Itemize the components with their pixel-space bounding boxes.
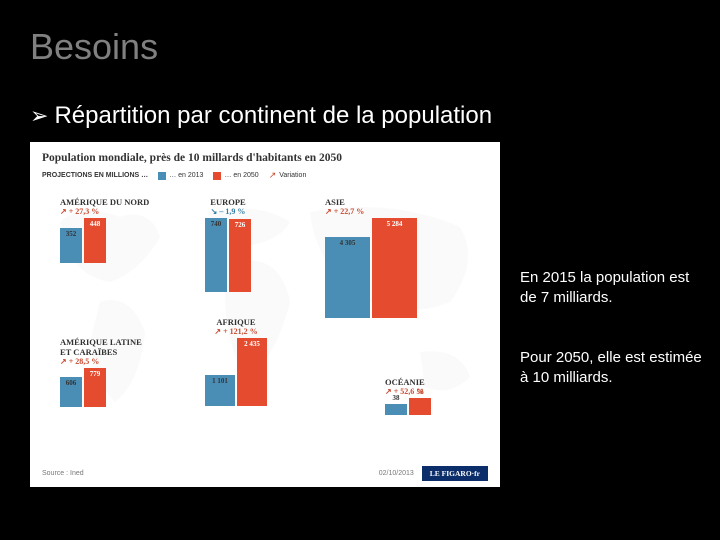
variation-value: + 121,2 % — [223, 327, 258, 336]
bar-2050-value: 5 284 — [387, 220, 403, 228]
arrow-down-icon: ↘ — [211, 207, 218, 216]
continent-africa: AFRIQUE ↗ + 121,2 % 1 101 2 435 — [205, 317, 267, 406]
variation-value: + 28,5 % — [69, 357, 100, 366]
slide-title: Besoins — [30, 26, 158, 68]
arrow-up-icon: ↗ — [214, 327, 221, 336]
bars-africa: 1 101 2 435 — [205, 338, 267, 406]
legend-2013-label: … en 2013 — [169, 172, 203, 179]
bullet-text: Répartition par continent de la populati… — [54, 102, 492, 130]
legend-square-2050 — [213, 172, 221, 180]
bar-2050-value: 779 — [90, 370, 101, 378]
source-label: Source : Ined — [42, 470, 84, 477]
infographic-footer: Source : Ined 02/10/2013 LE FIGARO·fr — [42, 466, 488, 481]
bar-2050-value: 58 — [417, 388, 424, 396]
variation-value: – 1,9 % — [219, 207, 245, 216]
bar-2013: 740 — [205, 218, 227, 292]
trend-arrow-icon: ↗ — [269, 170, 277, 181]
arrow-up-icon: ↗ — [325, 207, 332, 216]
bar-2013: 352 — [60, 228, 82, 263]
date-label: 02/10/2013 — [379, 470, 414, 477]
figaro-badge: LE FIGARO·fr — [422, 466, 488, 481]
bar-2013: 1 101 — [205, 375, 235, 406]
bars-north-america: 352 448 — [60, 218, 149, 263]
label-latin-america: AMÉRIQUE LATINE ET CARAÏBES — [60, 337, 150, 357]
legend-2050-label: … en 2050 — [224, 172, 258, 179]
infographic-population: Population mondiale, près de 10 millards… — [30, 142, 500, 487]
bar-2050: 58 — [409, 398, 431, 415]
bullet-repartition: ➢ Répartition par continent de la popula… — [30, 102, 492, 130]
label-africa: AFRIQUE — [205, 317, 267, 327]
side-paragraph-1: En 2015 la population est de 7 milliards… — [520, 268, 705, 307]
variation-value: + 22,7 % — [334, 207, 365, 216]
legend-2013: … en 2013 — [158, 172, 203, 180]
bar-2013: 4 305 — [325, 237, 370, 319]
legend: PROJECTIONS EN MILLIONS … … en 2013 … en… — [42, 170, 306, 181]
variation-asia: ↗ + 22,7 % — [325, 207, 417, 216]
bar-2050: 448 — [84, 218, 106, 263]
continent-latin-america: AMÉRIQUE LATINE ET CARAÏBES ↗ + 28,5 % 6… — [60, 337, 150, 407]
bar-2050: 726 — [229, 219, 251, 292]
legend-variation: ↗ Variation — [269, 170, 307, 181]
variation-value: + 27,3 % — [69, 207, 100, 216]
label-europe: EUROPE — [205, 197, 251, 207]
chevron-bullet-icon: ➢ — [30, 103, 48, 129]
continent-north-america: AMÉRIQUE DU NORD ↗ + 27,3 % 352 448 — [60, 197, 149, 263]
bar-2013-value: 352 — [66, 230, 77, 238]
bar-2050-value: 2 435 — [244, 340, 260, 348]
label-asia: ASIE — [325, 197, 417, 207]
side-paragraph-2: Pour 2050, elle est estimée à 10 milliar… — [520, 348, 705, 387]
bar-2013: 38 — [385, 404, 407, 415]
bar-2013-value: 1 101 — [212, 377, 228, 385]
variation-latin-america: ↗ + 28,5 % — [60, 357, 150, 366]
infographic-title: Population mondiale, près de 10 millards… — [42, 152, 342, 164]
arrow-up-icon: ↗ — [60, 207, 67, 216]
legend-square-2013 — [158, 172, 166, 180]
bar-2013-value: 606 — [66, 379, 77, 387]
variation-africa: ↗ + 121,2 % — [205, 327, 267, 336]
bar-2013-value: 740 — [211, 220, 222, 228]
variation-north-america: ↗ + 27,3 % — [60, 207, 149, 216]
bar-2050-value: 726 — [235, 221, 246, 229]
bars-oceania: 3858 — [385, 398, 431, 415]
label-north-america: AMÉRIQUE DU NORD — [60, 197, 149, 207]
bars-latin-america: 606 779 — [60, 368, 150, 407]
bars-asia: 4 305 5 284 — [325, 218, 417, 318]
continent-europe: EUROPE ↘ – 1,9 % 740 726 — [205, 197, 251, 292]
arrow-up-icon: ↗ — [60, 357, 67, 366]
legend-2050: … en 2050 — [213, 172, 258, 180]
bar-2050: 779 — [84, 368, 106, 407]
continent-oceania: OCÉANIE ↗ + 52,6 % 3858 — [385, 377, 431, 415]
bars-europe: 740 726 — [205, 218, 251, 292]
variation-europe: ↘ – 1,9 % — [205, 207, 251, 216]
bar-2013-value: 38 — [393, 394, 400, 402]
bar-2013-value: 4 305 — [340, 239, 356, 247]
bar-2050: 5 284 — [372, 218, 417, 318]
legend-projections: PROJECTIONS EN MILLIONS … — [42, 172, 148, 179]
label-oceania: OCÉANIE — [385, 377, 431, 387]
bar-2050: 2 435 — [237, 338, 267, 406]
continent-asia: ASIE ↗ + 22,7 % 4 305 5 284 — [325, 197, 417, 318]
bar-2050-value: 448 — [90, 220, 101, 228]
bar-2013: 606 — [60, 377, 82, 407]
arrow-up-icon: ↗ — [385, 387, 392, 396]
legend-variation-label: Variation — [279, 172, 306, 179]
